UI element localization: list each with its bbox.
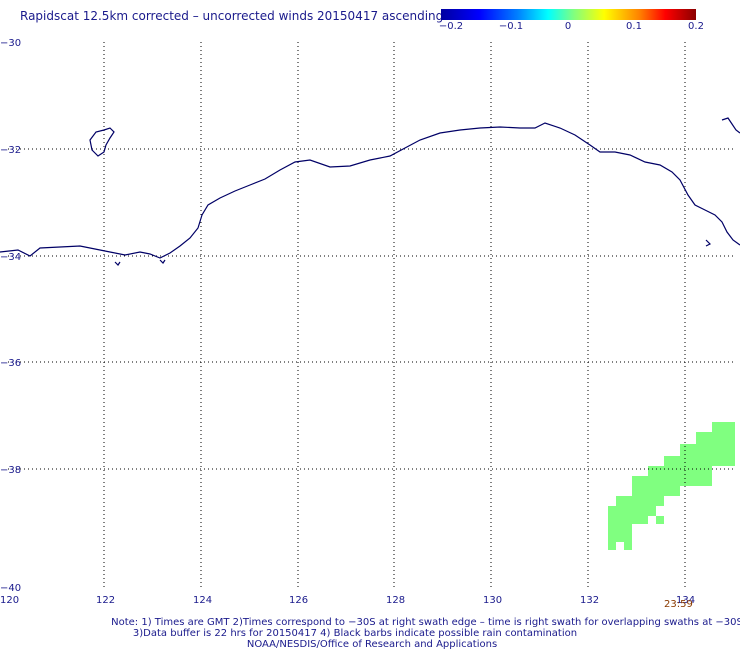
lon-tick-label: 120 xyxy=(0,595,19,606)
lon-tick-label: 134 xyxy=(676,595,695,606)
colorbar-label-neg: −0.1 xyxy=(498,21,524,32)
lat-tick-label: −32 xyxy=(0,145,21,156)
grid-lines xyxy=(8,42,735,588)
colorbar-label-pos: 0.1 xyxy=(626,21,642,32)
lon-tick-labels: 120 122 124 126 128 130 132 134 xyxy=(0,595,695,606)
lat-tick-label: −40 xyxy=(0,583,21,594)
lon-tick-label: 132 xyxy=(580,595,599,606)
lat-tick-labels: −30 −32 −34 −36 −38 −40 xyxy=(0,38,21,594)
lat-tick-label: −30 xyxy=(0,38,21,49)
swath-time-label: 23:59 xyxy=(664,599,693,610)
colorbar-label-max: 0.2 xyxy=(688,21,704,32)
lat-tick-label: −34 xyxy=(0,252,21,263)
lat-tick-label: −36 xyxy=(0,358,21,369)
lon-tick-label: 130 xyxy=(483,595,502,606)
note-line-1: Note: 1) Times are GMT 2)Times correspon… xyxy=(111,617,740,628)
wind-swath xyxy=(608,422,735,550)
note-line-2: 3)Data buffer is 22 hrs for 20150417 4) … xyxy=(132,628,578,639)
lon-tick-label: 126 xyxy=(289,595,308,606)
colorbar xyxy=(441,9,696,20)
colorbar-label-min: −0.2 xyxy=(438,21,464,32)
lon-tick-label: 128 xyxy=(386,595,405,606)
lat-tick-label: −38 xyxy=(0,465,21,476)
colorbar-label-zero: 0 xyxy=(564,21,572,32)
map-title: Rapidscat 12.5km corrected – uncorrected… xyxy=(20,9,444,23)
coastline xyxy=(0,117,740,266)
credit-line: NOAA/NESDIS/Office of Research and Appli… xyxy=(246,639,498,650)
lon-tick-label: 122 xyxy=(96,595,115,606)
lon-tick-label: 124 xyxy=(193,595,212,606)
